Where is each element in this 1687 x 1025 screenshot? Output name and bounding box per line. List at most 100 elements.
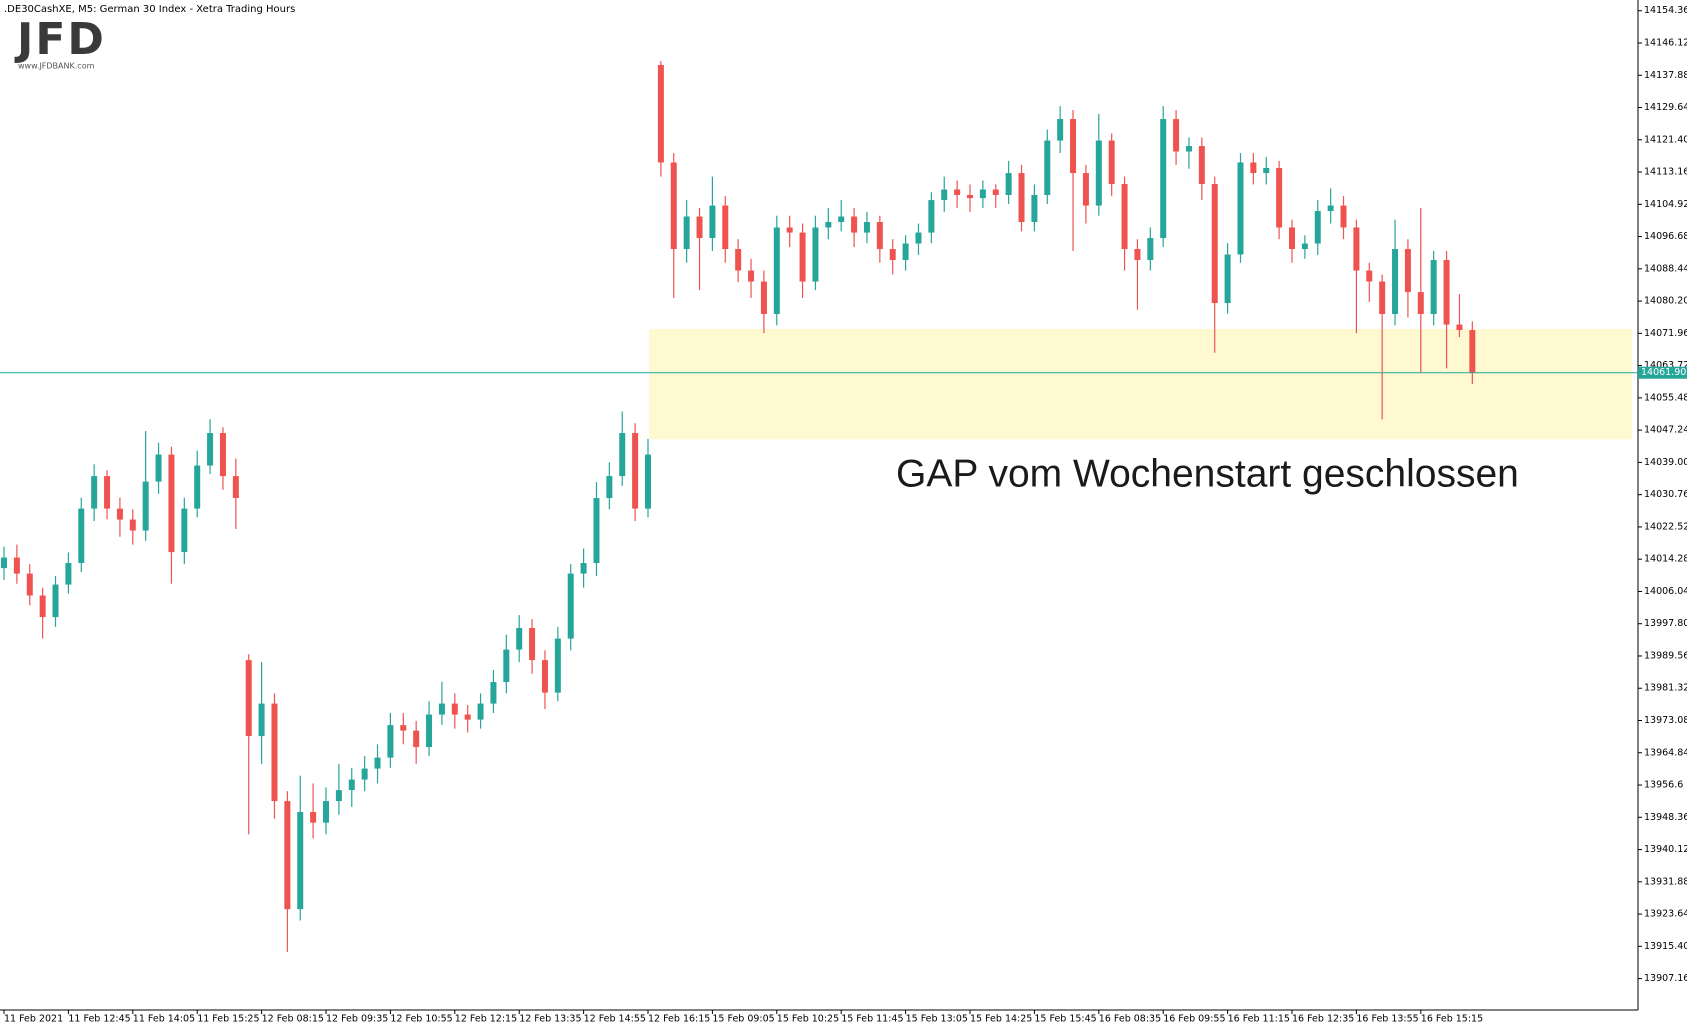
logo: JFD [14, 14, 106, 65]
candle-body [967, 194, 973, 199]
candle-body [104, 476, 111, 509]
candle-body [992, 189, 999, 195]
candle-body [1237, 162, 1244, 255]
candle-body [1417, 292, 1424, 315]
candle-body [1366, 270, 1373, 282]
candle-body [1160, 119, 1167, 239]
candle-body [1121, 184, 1128, 250]
candle-body [271, 703, 278, 802]
candle-body [593, 498, 600, 564]
candle-body [142, 481, 149, 531]
candle-body [1404, 249, 1411, 293]
y-tick-label: 14006.04 [1644, 586, 1687, 597]
candle-body [26, 573, 33, 596]
y-tick-label: 14030.76 [1644, 489, 1687, 500]
x-tick-label: 11 Feb 15:25 [197, 1014, 259, 1025]
candle-body [876, 221, 883, 250]
candle-body [812, 227, 819, 282]
candle-body [735, 249, 742, 271]
y-tick-label: 14088.44 [1644, 263, 1687, 274]
candle-body [657, 64, 664, 163]
candle-body [722, 205, 729, 250]
candle-body [116, 508, 123, 520]
candle-body [335, 790, 342, 802]
candle-body [619, 433, 626, 477]
candle-body [1456, 324, 1463, 331]
candle-body [541, 660, 548, 693]
candle-body [1070, 119, 1077, 174]
candle-body [683, 216, 690, 250]
candle-body [1443, 259, 1450, 325]
y-tick-label: 13964.84 [1644, 747, 1687, 758]
y-tick-label: 14137.88 [1644, 70, 1687, 81]
y-tick-label: 14047.24 [1644, 425, 1687, 436]
candle-body [838, 216, 845, 222]
candle-body [580, 563, 587, 574]
x-tick-label: 16 Feb 09:55 [1163, 1014, 1225, 1025]
candle-body [954, 189, 961, 195]
candle-body [1430, 259, 1437, 315]
x-tick-label: 12 Feb 16:15 [648, 1014, 710, 1025]
y-tick-label: 13923.64 [1644, 909, 1687, 920]
candle-body [1379, 281, 1386, 315]
candle-body [52, 584, 59, 618]
candle-body [194, 465, 201, 509]
y-tick-label: 14104.92 [1644, 199, 1687, 210]
candle-body [245, 660, 252, 737]
candle-body [567, 573, 574, 639]
candle-body [863, 221, 870, 233]
candle-body [426, 714, 433, 748]
candle-body [232, 476, 239, 499]
x-tick-label: 15 Feb 11:45 [841, 1014, 903, 1025]
candle-body [670, 162, 677, 250]
candle-body [1, 557, 7, 569]
candle-body [155, 454, 162, 482]
candle-body [851, 216, 858, 233]
candle-body [825, 221, 832, 228]
y-tick-label: 13973.08 [1644, 715, 1687, 726]
candle-body [181, 508, 188, 553]
candle-body [490, 682, 497, 704]
x-tick-label: 16 Feb 08:35 [1099, 1014, 1161, 1025]
candle-body [773, 227, 780, 315]
gap-zone [649, 328, 1632, 440]
candle-body [438, 703, 445, 715]
candle-body [1314, 211, 1321, 244]
candle-body [1353, 227, 1360, 271]
candle-body [786, 227, 793, 233]
candle-body [1289, 227, 1295, 250]
chart-title: .DE30CashXE, M5: German 30 Index - Xetra… [4, 4, 295, 15]
x-tick-label: 15 Feb 14:25 [970, 1014, 1032, 1025]
candle-body [361, 768, 368, 780]
candle-body [1057, 119, 1064, 141]
y-tick-label: 13931.88 [1644, 876, 1687, 887]
y-tick-label: 13907.16 [1644, 973, 1687, 984]
y-tick-label: 14121.40 [1644, 134, 1687, 145]
candle-body [297, 812, 304, 910]
candle-body [13, 557, 20, 574]
candle-body [464, 714, 471, 720]
x-tick-label: 12 Feb 13:35 [519, 1014, 581, 1025]
y-tick-label: 14113.16 [1644, 167, 1687, 178]
candle-body [1392, 249, 1399, 315]
x-tick-label: 15 Feb 13:05 [906, 1014, 968, 1025]
candle-body [219, 433, 226, 477]
candle-body [503, 649, 510, 683]
y-tick-label: 14080.20 [1644, 296, 1687, 307]
candle-body [1250, 162, 1257, 174]
candle-body [400, 725, 407, 731]
x-tick-label: 16 Feb 12:35 [1292, 1014, 1354, 1025]
y-tick-label: 14014.28 [1644, 554, 1687, 565]
candle-body [477, 703, 484, 720]
y-tick-label: 13948.36 [1644, 812, 1687, 823]
x-tick-label: 11 Feb 12:45 [68, 1014, 130, 1025]
candle-body [889, 249, 896, 260]
x-tick-label: 12 Feb 10:55 [390, 1014, 452, 1025]
x-tick-label: 11 Feb 14:05 [133, 1014, 195, 1025]
candle-body [1224, 254, 1231, 304]
x-tick-label: 12 Feb 12:15 [455, 1014, 517, 1025]
candle-body [632, 433, 639, 509]
candle-body [1044, 140, 1051, 195]
